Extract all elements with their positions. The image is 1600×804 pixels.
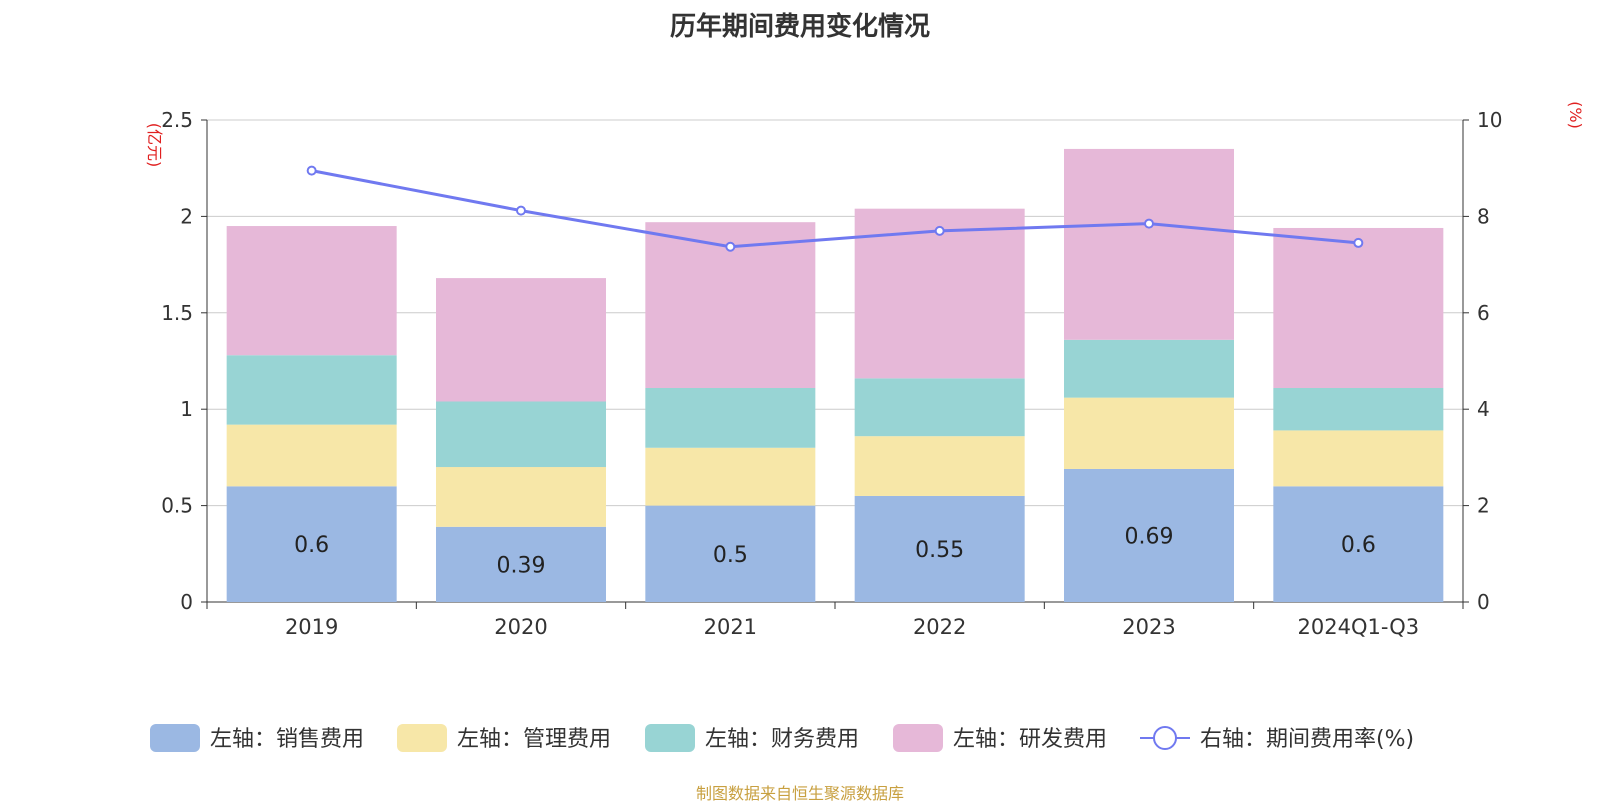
bar-segment <box>854 378 1025 437</box>
line-series <box>306 165 1364 252</box>
bar-segment <box>226 486 397 602</box>
legend-label: 左轴：财务费用 <box>705 727 859 752</box>
source-note: 制图数据来自恒生聚源数据库 <box>695 784 904 803</box>
x-tick-label: 2021 <box>704 615 757 639</box>
legend-label: 左轴：管理费用 <box>457 727 611 752</box>
data-labels: 0.6 0.39 0.5 0.55 0.69 0.6 <box>294 524 1376 578</box>
x-tick-label: 2024Q1-Q3 <box>1298 615 1420 639</box>
bar-segment <box>436 526 606 602</box>
legend-label: 左轴：研发费用 <box>953 727 1107 752</box>
data-label: 0.6 <box>1341 533 1376 558</box>
bar-segment <box>1064 397 1234 469</box>
bar-segment <box>436 467 606 527</box>
rate-line <box>311 169 1359 249</box>
bar-segment <box>854 495 1025 602</box>
data-label: 0.55 <box>915 538 964 563</box>
x-tick-label: 2022 <box>913 615 966 639</box>
bar-series <box>226 148 1444 602</box>
legend-marker <box>1153 726 1177 750</box>
left-tick-label: 0 <box>180 590 193 614</box>
grid-lines <box>207 119 1463 507</box>
bar-segment <box>436 278 606 402</box>
legend-swatch <box>150 724 200 752</box>
left-tick-label: 1 <box>180 397 193 421</box>
right-axis-unit: (%) <box>1566 101 1585 129</box>
bar-segment <box>1273 227 1444 388</box>
bar-segment <box>1064 148 1234 340</box>
data-label: 0.39 <box>497 553 546 578</box>
bar-segment <box>1273 430 1444 487</box>
bar-segment <box>1273 387 1444 431</box>
right-tick-label: 0 <box>1477 590 1490 614</box>
left-tick-label: 2 <box>180 204 193 228</box>
x-tick-label: 2020 <box>494 615 547 639</box>
bar-segment <box>1064 468 1234 602</box>
legend: 左轴：销售费用 左轴：管理费用 左轴：财务费用 左轴：研发费用 右轴：期间费用率(%) <box>150 724 1414 752</box>
legend-label: 右轴：期间费用率(%) <box>1200 727 1414 752</box>
bar-segment <box>854 208 1025 379</box>
right-tick-label: 10 <box>1477 108 1502 132</box>
bar-segment <box>1273 486 1444 602</box>
rate-point <box>306 165 317 176</box>
x-tick-label: 2019 <box>285 615 338 639</box>
rate-point <box>725 241 736 252</box>
right-tick-label: 4 <box>1477 397 1490 421</box>
bar-segment <box>645 505 816 602</box>
right-tick-label: 6 <box>1477 301 1490 325</box>
right-tick-label: 2 <box>1477 494 1490 518</box>
legend-swatch <box>893 724 943 752</box>
chart-title: 历年期间费用变化情况 <box>669 12 930 42</box>
data-label: 0.5 <box>713 543 748 568</box>
data-label: 0.69 <box>1125 524 1174 549</box>
data-label: 0.6 <box>294 533 329 558</box>
bar-segment <box>226 226 397 356</box>
legend-swatch <box>645 724 695 752</box>
left-tick-label: 0.5 <box>161 494 193 518</box>
rate-point <box>934 225 945 236</box>
left-tick-label: 1.5 <box>161 301 193 325</box>
rate-point <box>516 205 526 216</box>
x-tick-label: 2023 <box>1122 615 1175 639</box>
bar-segment <box>226 355 397 425</box>
bar-segment <box>226 424 397 487</box>
rate-point <box>1144 218 1154 229</box>
legend-swatch <box>397 724 447 752</box>
bar-segment <box>645 387 816 448</box>
bar-segment <box>645 447 816 506</box>
rate-point <box>1353 237 1364 248</box>
legend-label: 左轴：销售费用 <box>210 727 364 752</box>
bar-segment <box>1064 339 1234 398</box>
right-tick-label: 8 <box>1477 204 1490 228</box>
left-tick-label: 2.5 <box>161 108 193 132</box>
bar-segment <box>854 436 1025 496</box>
left-axis-unit: (亿元) <box>145 123 164 168</box>
axes: 0 0.5 1 1.5 2 2.5 0 2 4 6 8 10 2019 2020 2021 2022 2023 2… <box>145 101 1585 639</box>
bar-segment <box>436 401 606 468</box>
